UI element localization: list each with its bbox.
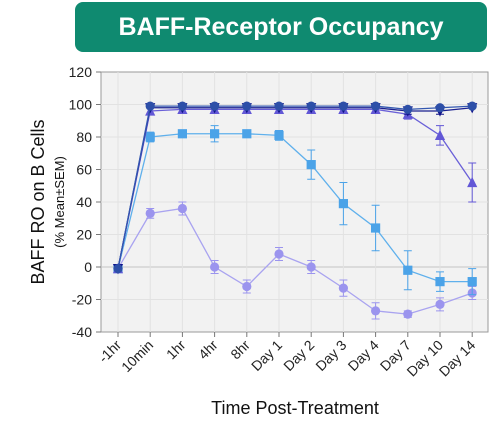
x-tick-label: Day 1 [248,337,285,374]
series-line [117,108,473,269]
y-tick-label: 20 [76,227,92,243]
data-point [242,281,252,292]
data-point [210,129,220,139]
x-axis-label: Time Post-Treatment [211,398,379,418]
data-point [338,199,348,209]
y-tick-label: 120 [69,64,93,80]
x-tick-label: 8hr [227,337,253,363]
data-point [467,101,477,111]
data-point [274,249,284,259]
data-point [403,309,413,319]
data-point [145,208,155,218]
y-axis-label: BAFF RO on B Cells [28,119,48,284]
data-point [242,101,252,111]
data-point [145,101,155,111]
y-tick-label: -20 [72,292,92,308]
data-point [467,176,478,188]
x-tick-label: Day 3 [312,337,349,374]
series-line [117,133,473,283]
data-point [435,299,445,309]
data-point [371,306,381,316]
data-point [177,101,187,111]
x-tick-label: Day 4 [345,337,382,374]
y-tick-label: 80 [76,129,92,145]
data-point [338,283,348,293]
x-tick-label: 10min [118,337,156,375]
data-point [403,265,413,275]
x-tick-label: Day 2 [280,337,317,374]
data-point [242,129,252,139]
data-point [371,101,381,111]
data-point [403,104,413,114]
data-point [274,101,284,111]
series-line [117,207,473,315]
data-point [113,264,123,274]
data-point [210,101,220,111]
series-line [117,107,473,269]
series-2 [113,125,477,296]
x-tick-label: 4hr [195,337,221,363]
data-point [210,262,220,272]
y-tick-label: 0 [84,259,92,275]
series-5 [113,101,477,274]
series [112,101,478,320]
title-banner: BAFF-Receptor Occupancy [75,2,487,52]
x-tick-label: Day 14 [436,337,479,380]
y-tick-label: 100 [69,97,93,113]
data-point [434,129,446,140]
data-point [371,223,381,233]
data-point [274,130,284,140]
data-point [306,101,316,111]
series-line [117,105,473,269]
data-point [177,203,187,214]
data-point [338,101,348,111]
y-tick-label: -40 [72,324,92,340]
data-point [306,262,316,272]
data-point [145,132,155,142]
data-point [435,277,445,287]
data-point [435,103,445,113]
data-point [467,277,477,287]
y-axis: -40 -20 0 20 40 60 80 100 120 [69,64,101,340]
y-axis-sublabel: (% Mean±SEM) [52,156,67,248]
y-tick-label: 60 [76,162,92,178]
data-point [177,129,187,139]
data-point [306,160,316,170]
chart-title: BAFF-Receptor Occupancy [118,12,444,41]
y-tick-label: 40 [76,194,92,210]
x-tick-label: 1hr [163,337,189,363]
